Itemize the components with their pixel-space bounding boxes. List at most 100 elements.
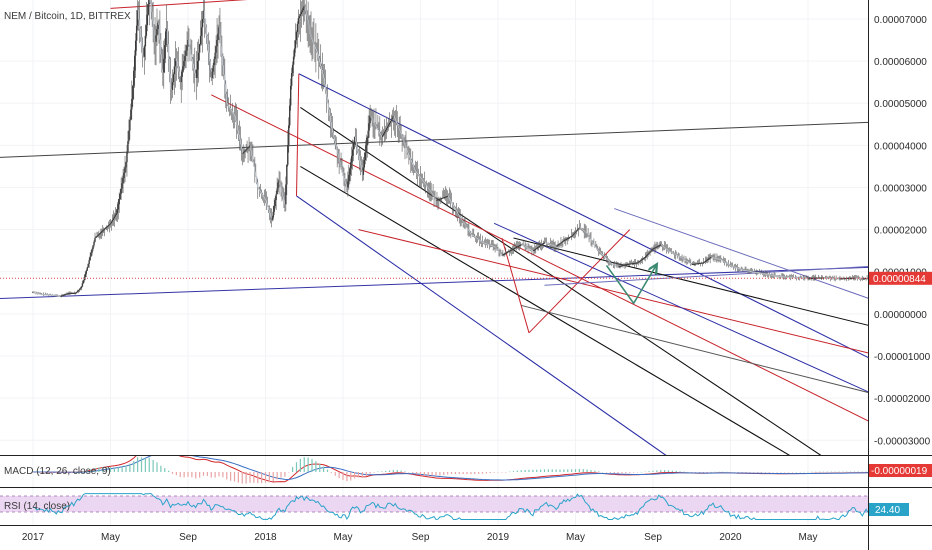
candle-body <box>401 135 403 138</box>
macd-line <box>33 456 868 483</box>
candle-body <box>129 120 131 131</box>
macd-bar <box>485 472 487 474</box>
candle-body <box>563 240 565 242</box>
candle-body <box>693 263 696 265</box>
candle-body <box>470 232 472 234</box>
candle-body <box>121 183 123 189</box>
candle-body <box>595 246 597 248</box>
candle-body <box>350 162 352 169</box>
candle-body <box>731 265 734 267</box>
candle-body <box>734 266 737 268</box>
candle-body <box>292 56 295 65</box>
macd-bar <box>784 472 786 473</box>
candle-body <box>541 243 544 245</box>
candle-body <box>36 292 38 294</box>
candle-body <box>574 231 577 233</box>
candle-body <box>692 263 695 265</box>
candle-body <box>331 128 334 133</box>
candle-body <box>242 152 244 154</box>
candle-body <box>370 115 372 118</box>
candle-body <box>631 263 634 265</box>
candle-body <box>40 293 42 295</box>
candle-body <box>357 151 360 156</box>
candle-body <box>660 244 662 246</box>
candle-body <box>258 189 261 191</box>
candle-body <box>762 273 765 275</box>
projection-arrow[interactable] <box>605 264 657 305</box>
candle-body <box>384 129 387 132</box>
candle-body <box>414 169 417 172</box>
candle-body <box>568 237 570 239</box>
candle-body <box>189 44 191 50</box>
macd-bar <box>594 470 596 472</box>
candle-body <box>297 18 300 24</box>
candle-body <box>726 262 729 264</box>
candle-body <box>191 54 193 59</box>
candle-body <box>402 137 404 141</box>
macd-bar <box>470 472 472 475</box>
candle-body <box>419 176 422 178</box>
candle-body <box>496 248 498 250</box>
candle-body <box>594 244 596 247</box>
candle-body <box>764 273 767 275</box>
macd-bar <box>113 467 115 472</box>
candle-body <box>544 242 547 244</box>
price-axis[interactable]: 0.00007000 0.00006000 0.00005000 0.00004000… <box>874 15 931 447</box>
candle-body <box>685 259 687 261</box>
candle-body <box>491 245 493 247</box>
candle-body <box>599 251 602 253</box>
candle-body <box>220 36 222 47</box>
candle-body <box>622 265 624 267</box>
candle-body <box>82 280 85 284</box>
macd-bar <box>82 471 84 472</box>
candle-body <box>515 246 518 248</box>
candle-body <box>403 140 405 143</box>
time-tick-label: May <box>101 532 120 543</box>
candle-body <box>858 278 861 280</box>
candle-body <box>543 242 546 244</box>
candle-body <box>712 257 714 259</box>
candle-body <box>389 121 392 123</box>
candle-body <box>181 71 183 77</box>
candle-body <box>754 271 757 273</box>
candle-body <box>428 188 430 191</box>
macd-bar <box>621 472 623 474</box>
candle-body <box>533 249 535 251</box>
candle-body <box>577 228 580 230</box>
candle-body <box>123 172 125 178</box>
candle-body <box>569 236 572 238</box>
pitchfork-red-median <box>211 94 868 422</box>
candle-body <box>593 243 595 245</box>
candle-body <box>454 208 457 210</box>
drawing-tools[interactable] <box>0 0 924 457</box>
macd-bar <box>733 472 735 473</box>
candle-body <box>322 73 325 78</box>
candle-body <box>798 277 800 279</box>
horizontal-trendline <box>0 121 868 158</box>
candle-body <box>630 263 633 265</box>
candle-body <box>523 245 525 247</box>
candle-body <box>700 262 703 264</box>
candle-body <box>134 55 136 71</box>
time-axis[interactable]: 2017 May Sep 2018 May Sep 2019 May Sep 2020 May <box>22 532 818 543</box>
support-trendline <box>0 266 868 299</box>
candle-body <box>278 180 280 183</box>
candle-body <box>63 294 65 296</box>
candle-body <box>547 243 550 245</box>
candle-body <box>280 184 282 189</box>
candle-body <box>557 244 559 246</box>
candle-body <box>694 263 697 265</box>
macd-bar <box>586 469 588 472</box>
macd-bar <box>675 470 677 472</box>
candle-body <box>583 230 585 232</box>
candle-body <box>640 259 643 261</box>
candle-body <box>865 278 867 280</box>
macd-bar <box>419 472 422 475</box>
candle-body <box>71 293 73 295</box>
macd-bar <box>365 472 367 477</box>
candle-body <box>456 211 459 214</box>
candle-body <box>137 10 140 20</box>
candle-body <box>400 133 402 136</box>
candle-body <box>368 123 370 131</box>
candle-body <box>329 115 332 123</box>
